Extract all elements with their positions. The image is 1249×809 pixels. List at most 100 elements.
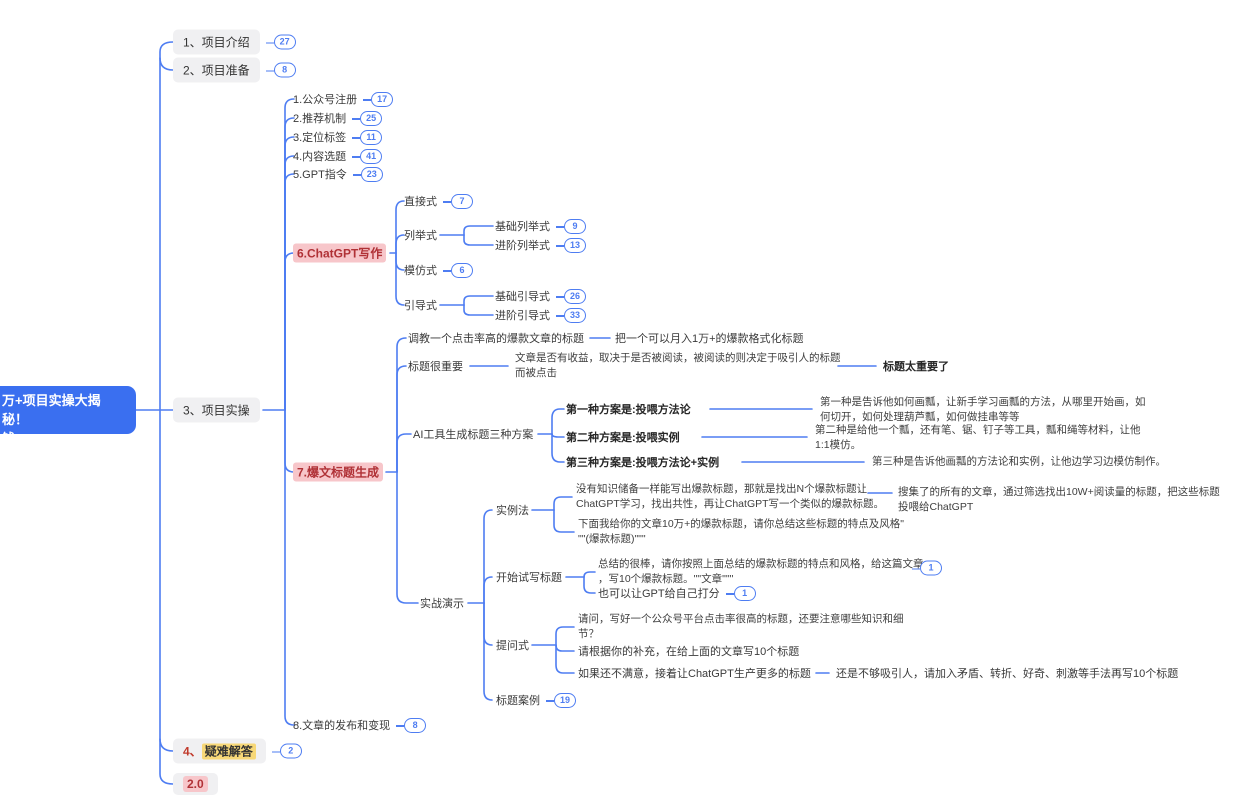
node-project-intro[interactable]: 1、项目介绍 27 bbox=[173, 29, 296, 55]
node-project-prep[interactable]: 2、项目准备 8 bbox=[173, 57, 296, 83]
node-publish[interactable]: 8.文章的发布和变现 8 bbox=[293, 717, 427, 733]
collapse-count-badge[interactable]: 26 bbox=[556, 288, 586, 304]
node-project-ops-label: 3、项目实操 bbox=[173, 397, 260, 423]
node-tune-title-note[interactable]: 把一个可以月入1万+的爆款格式化标题 bbox=[615, 330, 804, 346]
collapse-count-badge[interactable]: 1 bbox=[912, 560, 942, 576]
node-register[interactable]: 1.公众号注册 17 bbox=[293, 91, 394, 107]
collapse-count-badge[interactable]: 25 bbox=[352, 110, 383, 126]
node-v2-label: 2.0 bbox=[183, 776, 208, 792]
node-try-write-p2[interactable]: 也可以让GPT给自己打分 1 bbox=[598, 585, 756, 601]
node-recommend[interactable]: 2.推荐机制 25 bbox=[293, 110, 383, 126]
node-ask-p2[interactable]: 请根据你的补充，在给上面的文章写10个标题 bbox=[578, 643, 799, 659]
node-ask-p2-label: 请根据你的补充，在给上面的文章写10个标题 bbox=[578, 646, 800, 658]
collapse-count-badge[interactable]: 6 bbox=[443, 262, 473, 278]
node-demo[interactable]: 实战演示 bbox=[420, 595, 464, 611]
qa-number: 4、 bbox=[183, 744, 202, 759]
node-title-too-important-label: 标题太重要了 bbox=[883, 361, 949, 373]
node-qa[interactable]: 4、 疑难解答 2 bbox=[173, 738, 302, 764]
collapse-count-badge[interactable]: 17 bbox=[363, 91, 394, 107]
node-title-important[interactable]: 标题很重要 bbox=[408, 358, 463, 374]
collapse-count-badge[interactable]: 8 bbox=[265, 62, 296, 78]
node-publish-label: 8.文章的发布和变现 bbox=[293, 720, 391, 732]
collapse-count-badge[interactable]: 8 bbox=[396, 717, 427, 733]
node-ask-method[interactable]: 提问式 bbox=[496, 637, 529, 653]
root-title-line1: 万+项目实操大揭秘！ bbox=[2, 393, 101, 427]
collapse-count-badge[interactable]: 41 bbox=[352, 148, 383, 164]
node-plan3-note[interactable]: 第三种是告诉他画瓢的方法论和实例，让他边学习边模仿制作。 bbox=[872, 455, 1166, 468]
node-guide-advanced-label: 进阶引导式 bbox=[495, 310, 550, 322]
node-ask-method-label: 提问式 bbox=[496, 640, 529, 652]
node-topics-label: 4.内容选题 bbox=[293, 151, 347, 163]
node-title-cases[interactable]: 标题案例 19 bbox=[496, 692, 576, 708]
node-example-p2[interactable]: 下面我给你的文章10万+的爆款标题，请你总结这些标题的特点及风格" ""(爆款标… bbox=[578, 518, 905, 545]
try-write-p1-badge[interactable]: 1 bbox=[912, 560, 942, 576]
node-qa-label: 4、 疑难解答 bbox=[173, 738, 266, 764]
node-plan1[interactable]: 第一种方案是:投喂方法论 bbox=[566, 401, 691, 417]
collapse-count-badge[interactable]: 1 bbox=[725, 585, 756, 601]
node-ask-p3[interactable]: 如果还不满意，接着让ChatGPT生产更多的标题 bbox=[578, 665, 811, 681]
node-direct-style-label: 直接式 bbox=[404, 196, 437, 208]
node-three-plans[interactable]: AI工具生成标题三种方案 bbox=[413, 426, 533, 442]
node-project-ops[interactable]: 3、项目实操 bbox=[173, 397, 260, 423]
node-direct-style[interactable]: 直接式 7 bbox=[404, 193, 473, 209]
node-ask-p3-note-label: 还是不够吸引人，请加入矛盾、转折、好奇、刺激等手法再写10个标题 bbox=[836, 668, 1179, 680]
collapse-count-badge[interactable]: 11 bbox=[352, 129, 383, 145]
node-list-style-label: 列举式 bbox=[404, 230, 437, 242]
node-gpt-commands-label: 5.GPT指令 bbox=[293, 169, 347, 181]
node-imitate-style[interactable]: 模仿式 6 bbox=[404, 262, 473, 278]
node-example-method[interactable]: 实例法 bbox=[496, 502, 529, 518]
node-list-basic[interactable]: 基础列举式 9 bbox=[495, 218, 586, 234]
node-v2-box: 2.0 bbox=[173, 773, 218, 795]
collapse-count-badge[interactable]: 23 bbox=[352, 166, 383, 182]
node-chatgpt-writing[interactable]: 6.ChatGPT写作 bbox=[293, 243, 387, 263]
node-imitate-style-label: 模仿式 bbox=[404, 265, 437, 277]
node-topics[interactable]: 4.内容选题 41 bbox=[293, 148, 383, 164]
node-plan1-note[interactable]: 第一种是告诉他如何画瓢，让新手学习画瓢的方法，从哪里开始画，如 何切开，如何处理… bbox=[820, 396, 1146, 423]
node-ask-p1[interactable]: 请问，写好一个公众号平台点击率很高的标题，还要注意哪些知识和细 节？ bbox=[578, 613, 904, 640]
node-try-write-p1[interactable]: 总结的很棒，请你按照上面总结的爆款标题的特点和风格，给这篇文章 ，写10个爆款标… bbox=[598, 558, 924, 585]
node-project-prep-label: 2、项目准备 bbox=[173, 57, 260, 83]
node-example-p1[interactable]: 没有知识储备一样能写出爆款标题，那就是找出N个爆款标题让 ChatGPT学习，找… bbox=[576, 483, 885, 510]
collapse-count-badge[interactable]: 2 bbox=[271, 743, 302, 759]
node-plan2[interactable]: 第二种方案是:投喂实例 bbox=[566, 429, 680, 445]
collapse-count-badge[interactable]: 9 bbox=[556, 218, 586, 234]
node-v2[interactable]: 2.0 bbox=[173, 773, 218, 795]
root-topic[interactable]: 万+项目实操大揭秘！ 钱1.0 bbox=[0, 386, 136, 446]
node-ask-p3-note[interactable]: 还是不够吸引人，请加入矛盾、转折、好奇、刺激等手法再写10个标题 bbox=[836, 665, 1178, 681]
collapse-count-badge[interactable]: 13 bbox=[556, 237, 586, 253]
node-title-generation[interactable]: 7.爆文标题生成 bbox=[293, 462, 384, 482]
node-gpt-commands[interactable]: 5.GPT指令 23 bbox=[293, 166, 383, 182]
node-chatgpt-writing-label: 6.ChatGPT写作 bbox=[293, 243, 387, 263]
node-list-style[interactable]: 列举式 bbox=[404, 227, 437, 243]
node-title-important-label: 标题很重要 bbox=[408, 361, 463, 373]
collapse-count-badge[interactable]: 19 bbox=[546, 692, 576, 708]
node-plan3[interactable]: 第三种方案是:投喂方法论+实例 bbox=[566, 454, 719, 470]
node-title-cases-label: 标题案例 bbox=[496, 695, 540, 707]
node-plan1-label: 第一种方案是:投喂方法论 bbox=[566, 404, 691, 416]
node-list-advanced[interactable]: 进阶列举式 13 bbox=[495, 237, 586, 253]
node-recommend-label: 2.推荐机制 bbox=[293, 113, 347, 125]
node-example-p1-note[interactable]: 搜集了的所有的文章，通过筛选找出10W+阅读量的标题，把这些标题 投喂给Chat… bbox=[898, 486, 1220, 513]
node-guide-style[interactable]: 引导式 bbox=[404, 297, 437, 313]
node-guide-advanced[interactable]: 进阶引导式 33 bbox=[495, 307, 586, 323]
node-try-write-p2-label: 也可以让GPT给自己打分 bbox=[598, 588, 720, 600]
node-try-write[interactable]: 开始试写标题 bbox=[496, 569, 562, 585]
node-guide-basic-label: 基础引导式 bbox=[495, 291, 550, 303]
node-try-write-label: 开始试写标题 bbox=[496, 572, 562, 584]
collapse-count-badge[interactable]: 33 bbox=[556, 307, 586, 323]
node-tune-title-note-label: 把一个可以月入1万+的爆款格式化标题 bbox=[615, 333, 804, 345]
collapse-count-badge[interactable]: 7 bbox=[443, 193, 473, 209]
node-title-too-important[interactable]: 标题太重要了 bbox=[883, 358, 949, 374]
root-title-line2: 钱1.0 bbox=[2, 431, 34, 446]
node-list-advanced-label: 进阶列举式 bbox=[495, 240, 550, 252]
qa-highlight: 疑难解答 bbox=[201, 743, 256, 760]
node-tags-label: 3.定位标签 bbox=[293, 132, 347, 144]
node-plan2-note[interactable]: 第二种是给他一个瓢，还有笔、锯、钉子等工具，瓢和绳等材料，让他 1:1模仿。 bbox=[815, 424, 1141, 451]
node-tune-title[interactable]: 调教一个点击率高的爆款文章的标题 bbox=[408, 330, 584, 346]
node-tags[interactable]: 3.定位标签 11 bbox=[293, 129, 383, 145]
collapse-count-badge[interactable]: 27 bbox=[265, 34, 296, 50]
node-title-generation-label: 7.爆文标题生成 bbox=[293, 462, 384, 482]
node-title-important-note[interactable]: 文章是否有收益，取决于是否被阅读，被阅读的则决定于吸引人的标题 而被点击 bbox=[515, 352, 841, 379]
node-guide-basic[interactable]: 基础引导式 26 bbox=[495, 288, 586, 304]
